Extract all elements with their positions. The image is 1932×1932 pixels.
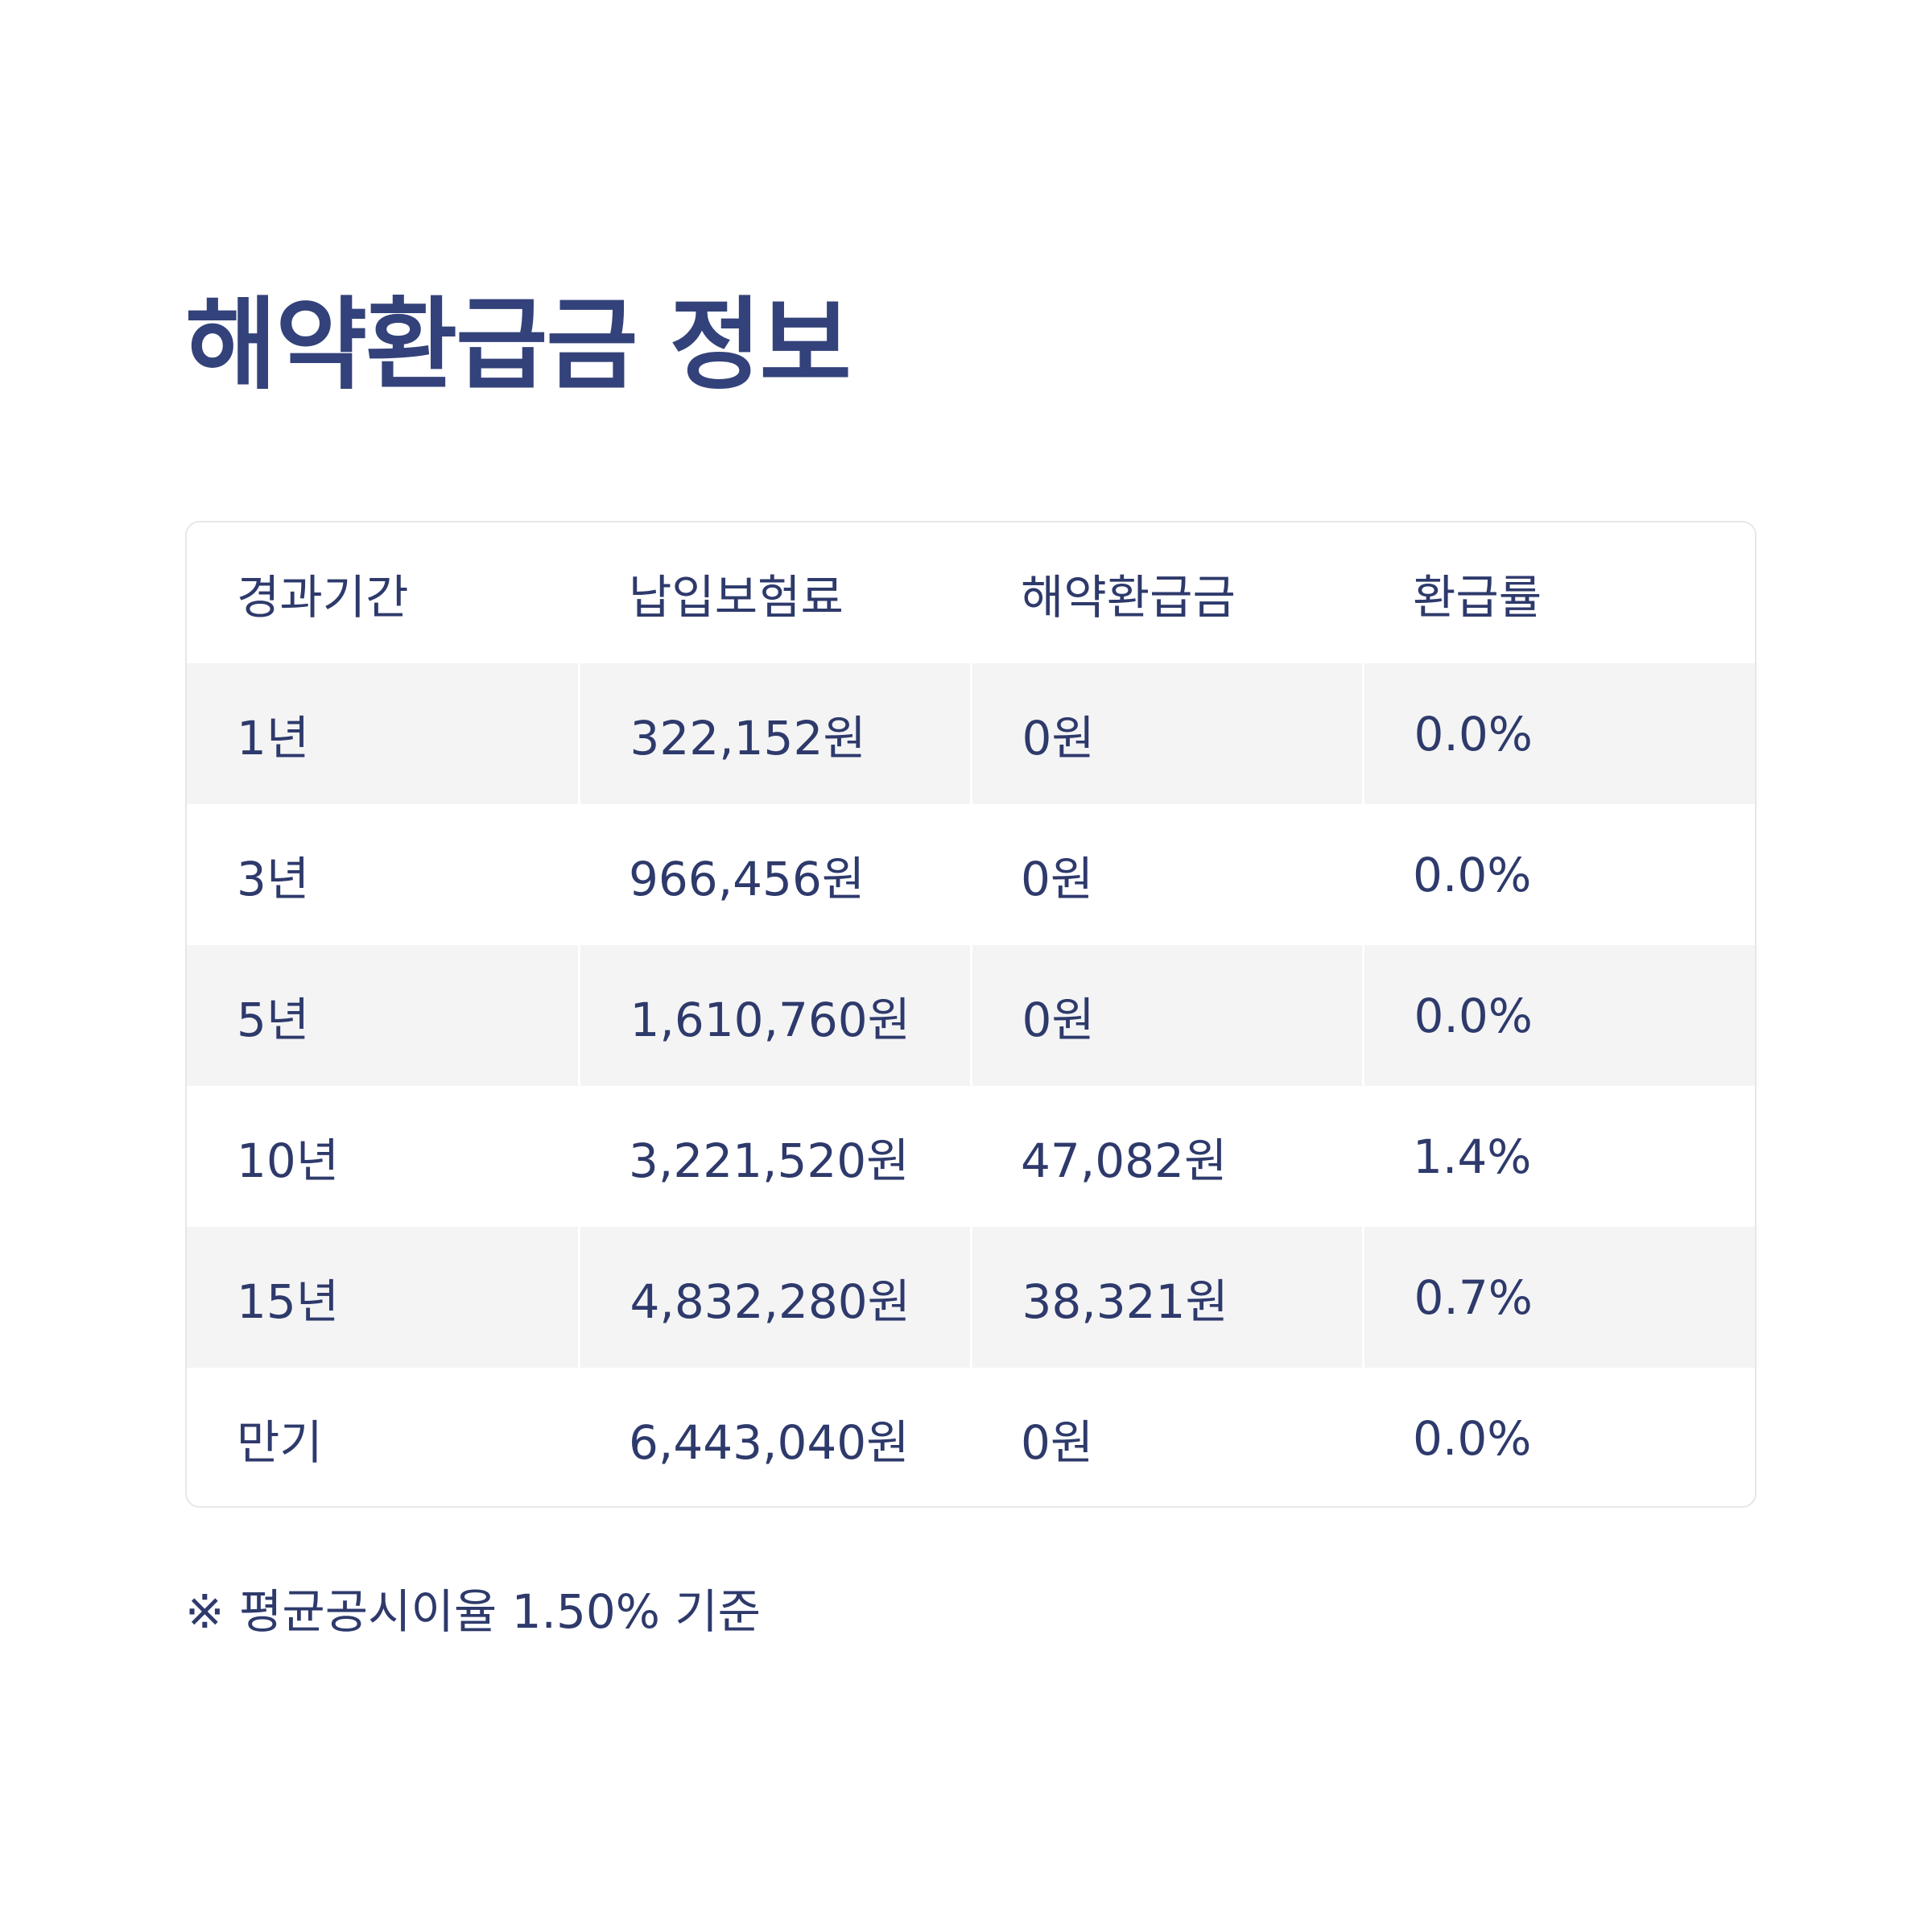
cell-refund-rate: 0.0% (1361, 945, 1755, 1086)
cell-period: 10년 (237, 1133, 340, 1188)
cell-premium-paid: 3,221,520원 (629, 1133, 910, 1188)
table-row: 10년 3,221,520원 47,082원 1.4% (187, 1086, 1755, 1227)
table-row: 만기 6,443,040원 0원 0.0% (187, 1368, 1755, 1506)
header-surrender-value: 해약환급금 (971, 522, 1363, 663)
cell-surrender-value: 0원 (969, 663, 1363, 804)
table-row: 3년 966,456원 0원 0.0% (187, 804, 1755, 945)
header-premium-paid: 납입보험료 (579, 522, 971, 663)
cell-premium-paid: 966,456원 (629, 851, 865, 906)
header-period: 경과기간 (187, 522, 579, 663)
table-row: 5년 1,610,760원 0원 0.0% (187, 945, 1755, 1086)
cell-period: 5년 (187, 945, 579, 1086)
cell-surrender-value: 0원 (1021, 851, 1094, 906)
cell-premium-paid: 4,832,280원 (577, 1227, 971, 1368)
cell-refund-rate: 0.0% (1413, 1410, 1532, 1466)
cell-surrender-value: 0원 (1021, 1414, 1094, 1470)
header-refund-rate: 환급률 (1363, 522, 1755, 663)
table-row: 15년 4,832,280원 38,321원 0.7% (187, 1227, 1755, 1368)
cell-premium-paid: 322,152원 (577, 663, 971, 804)
cell-refund-rate: 0.0% (1413, 847, 1532, 902)
cell-refund-rate: 0.0% (1361, 663, 1755, 804)
refund-table: 경과기간 납입보험료 해약환급금 환급률 1년 322,152원 0원 0.0%… (187, 522, 1755, 1506)
cell-period: 3년 (237, 851, 310, 906)
cell-period: 1년 (187, 663, 579, 804)
cell-premium-paid: 1,610,760원 (577, 945, 971, 1086)
cell-surrender-value: 47,082원 (1021, 1133, 1228, 1188)
cell-surrender-value: 0원 (969, 945, 1363, 1086)
refund-table-card: 경과기간 납입보험료 해약환급금 환급률 1년 322,152원 0원 0.0%… (185, 521, 1757, 1508)
cell-surrender-value: 38,321원 (969, 1227, 1363, 1368)
cell-period: 15년 (187, 1227, 579, 1368)
cell-refund-rate: 1.4% (1413, 1129, 1532, 1184)
table-header-row: 경과기간 납입보험료 해약환급금 환급률 (187, 522, 1755, 663)
cell-period: 만기 (237, 1414, 323, 1470)
footnote: ※ 평균공시이율 1.50% 기준 (185, 1584, 762, 1639)
page-title: 해약환급금 정보 (185, 287, 852, 403)
cell-premium-paid: 6,443,040원 (629, 1414, 910, 1470)
table-row: 1년 322,152원 0원 0.0% (187, 663, 1755, 804)
cell-refund-rate: 0.7% (1361, 1227, 1755, 1368)
